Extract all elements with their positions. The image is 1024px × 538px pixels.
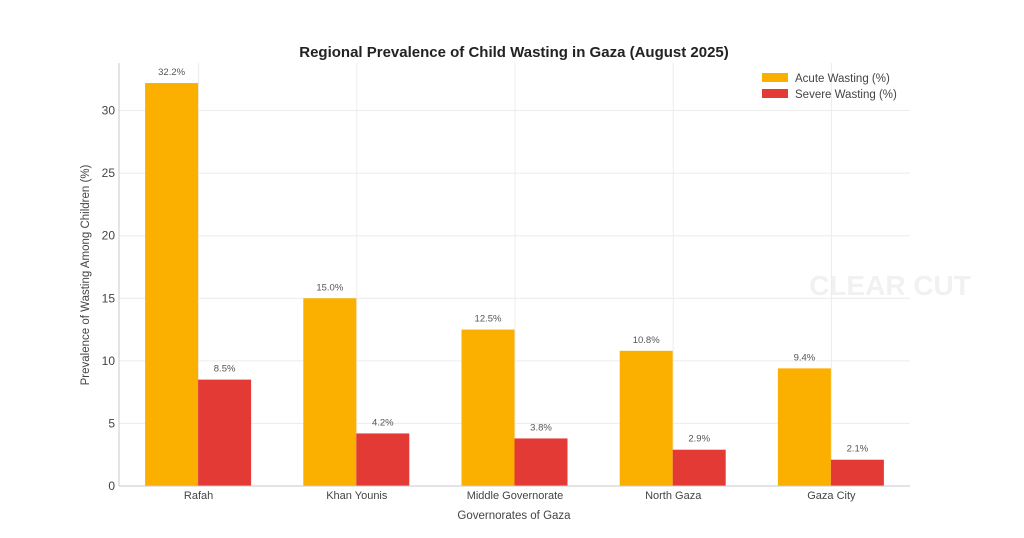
data-label: 32.2%: [158, 67, 185, 78]
x-tick-label: Middle Governorate: [467, 490, 564, 502]
data-labels: 32.2% 8.5% 15.0% 4.2% 12.5% 3.8% 10.8% 2.9% 9.4%…: [158, 67, 869, 455]
data-label: 15.0%: [316, 282, 343, 293]
bar-acute: [461, 329, 515, 486]
bar-severe: [830, 459, 884, 486]
legend-label: Acute Wasting (%): [795, 73, 890, 85]
bar-severe: [514, 438, 568, 486]
bar-severe: [672, 449, 726, 486]
x-tick-label: Rafah: [184, 490, 213, 502]
chart-title: Regional Prevalence of Child Wasting in …: [299, 44, 729, 61]
bar-acute: [777, 368, 831, 486]
data-label: 2.1%: [847, 444, 869, 455]
legend-swatch: [762, 73, 788, 82]
bar-acute: [145, 83, 199, 486]
legend-swatch: [762, 89, 788, 98]
bar-severe: [198, 379, 252, 486]
bar-acute: [619, 350, 673, 486]
y-tick-label: 10: [102, 354, 116, 368]
y-tick-label: 20: [102, 229, 116, 243]
y-tick-label: 30: [102, 104, 116, 118]
bar-severe: [356, 433, 410, 486]
y-axis-label: Prevalence of Wasting Among Children (%): [80, 164, 92, 385]
y-tick-label: 0: [108, 479, 115, 493]
y-tick-label: 5: [108, 416, 115, 430]
axes: 0 5 10 15 20 25 30 Rafah Khan Younis Middle Gover…: [102, 63, 910, 502]
gridlines: [119, 63, 910, 486]
y-tick-label: 25: [102, 166, 116, 180]
watermark: CLEAR CUT: [809, 270, 971, 301]
data-label: 10.8%: [633, 335, 660, 346]
data-label: 12.5%: [475, 314, 502, 325]
bars: [145, 83, 884, 486]
data-label: 2.9%: [688, 434, 710, 445]
legend-label: Severe Wasting (%): [795, 89, 897, 101]
legend: Acute Wasting (%) Severe Wasting (%): [762, 73, 897, 101]
x-axis-label: Governorates of Gaza: [457, 510, 571, 522]
x-tick-label: North Gaza: [645, 490, 702, 502]
x-tick-label: Gaza City: [807, 490, 856, 502]
y-tick-label: 15: [102, 291, 116, 305]
data-label: 4.2%: [372, 417, 394, 428]
bar-acute: [303, 298, 357, 486]
data-label: 9.4%: [794, 352, 816, 363]
x-tick-label: Khan Younis: [326, 490, 388, 502]
data-label: 8.5%: [214, 364, 236, 375]
data-label: 3.8%: [530, 422, 552, 433]
